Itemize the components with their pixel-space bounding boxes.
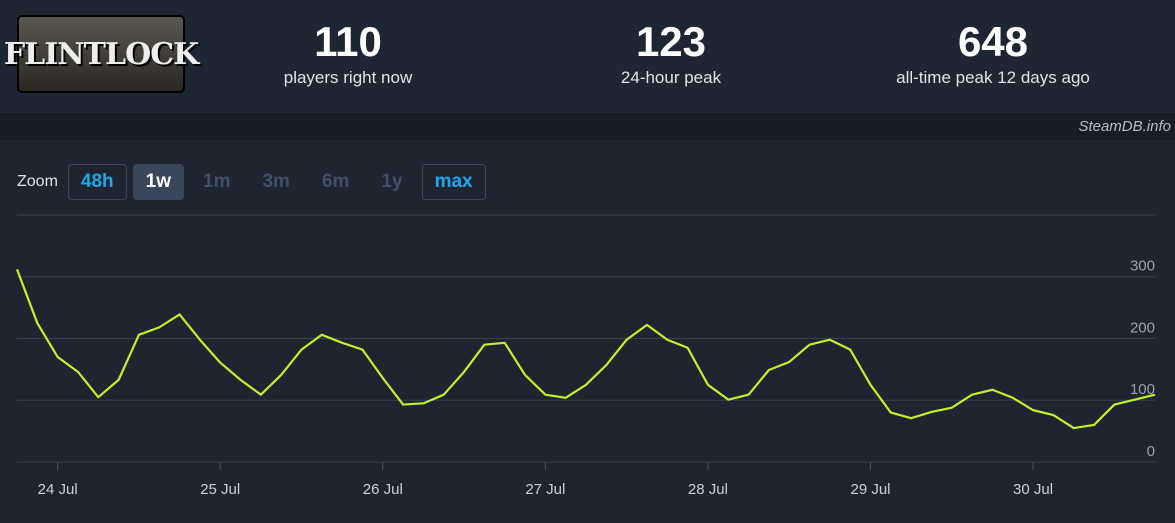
stat-value: 648 <box>957 18 1029 65</box>
zoom-bar: Zoom 48h 1w 1m 3m 6m 1y max <box>17 164 486 200</box>
x-tick-label: 27 Jul <box>525 481 565 498</box>
zoom-button[interactable]: 1m <box>203 171 231 192</box>
stat-label: 24-hour peak <box>620 68 722 87</box>
game-logo: FLINTLOCK <box>4 15 199 93</box>
watermark: SteamDB.info <box>1078 118 1171 135</box>
zoom-button[interactable]: 1w <box>132 164 185 200</box>
x-tick-label: 28 Jul <box>688 481 728 498</box>
chart: 0 100 200 300 24 Jul 25 Jul 26 Jul 27 Jul 28 Jul… <box>15 214 1156 498</box>
stat-value: 110 <box>314 18 382 65</box>
y-tick-label: 300 <box>1130 258 1155 275</box>
stat-value: 123 <box>635 18 707 65</box>
stat-label: players right now <box>283 68 413 87</box>
stat-label: all-time peak 12 days ago <box>896 68 1090 87</box>
y-tick-label: 200 <box>1130 319 1155 336</box>
zoom-button[interactable]: 3m <box>262 171 290 192</box>
y-tick-label: 0 <box>1147 443 1155 460</box>
zoom-label: Zoom <box>17 173 58 190</box>
zoom-button[interactable]: 48h <box>67 164 127 200</box>
zoom-button[interactable]: max <box>421 164 486 200</box>
x-tick-label: 25 Jul <box>200 481 240 498</box>
stat: 123 24-hour peak <box>521 18 821 88</box>
zoom-button[interactable]: 1y <box>381 171 403 192</box>
x-tick-label: 26 Jul <box>363 481 403 498</box>
zoom-button[interactable]: 6m <box>321 171 350 192</box>
header: FLINTLOCK 110 players right now 123 24-hou… <box>0 0 1175 113</box>
x-tick-label: 29 Jul <box>850 481 890 498</box>
stat: 110 players right now <box>198 18 498 88</box>
y-tick-label: 100 <box>1130 381 1155 398</box>
x-tick-label: 24 Jul <box>38 481 78 498</box>
chart-panel: Zoom 48h 1w 1m 3m 6m 1y max 0 100 200 300 24… <box>0 140 1175 523</box>
x-tick-label: 30 Jul <box>1013 481 1053 498</box>
line <box>15 268 1156 430</box>
stat: 648 all-time peak 12 days ago <box>843 18 1143 88</box>
